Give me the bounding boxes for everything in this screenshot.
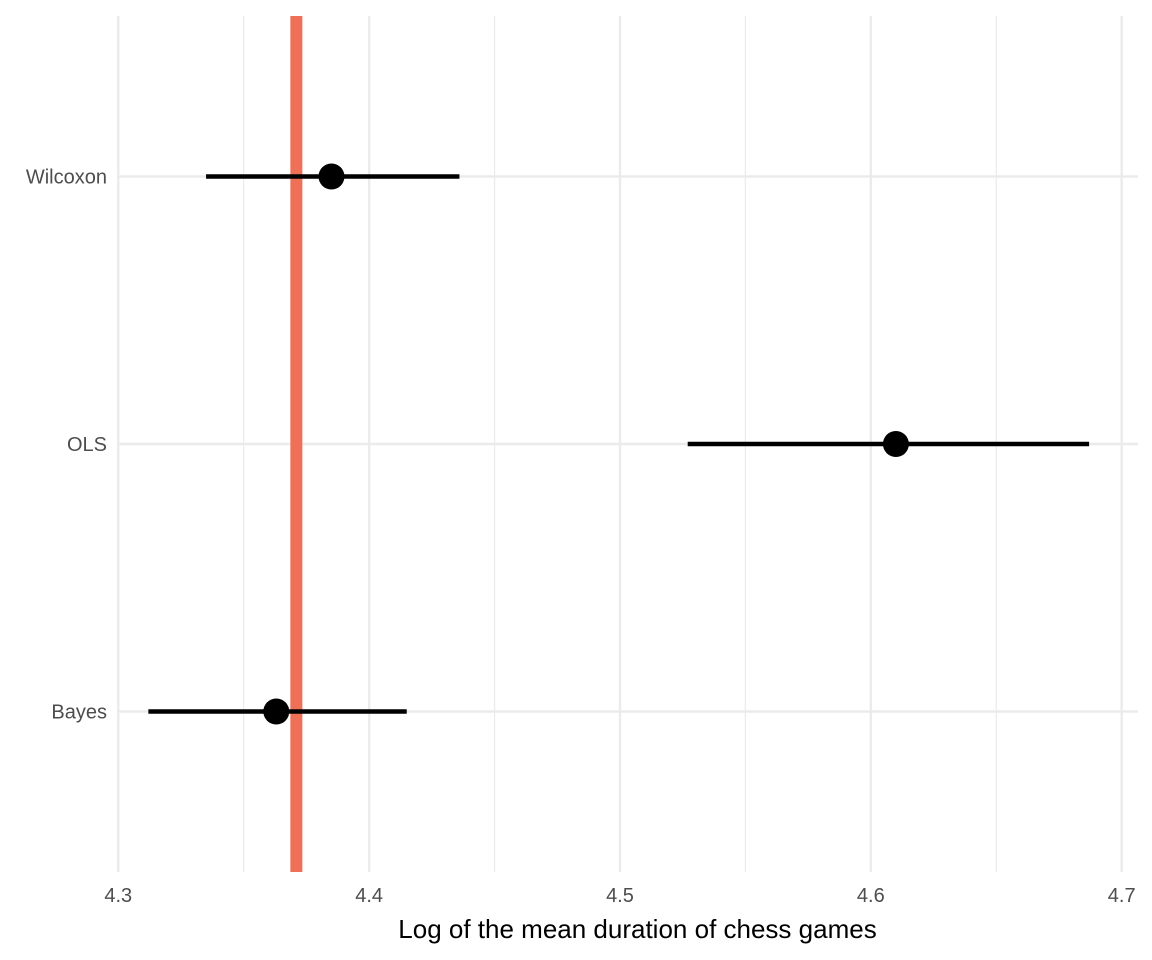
x-tick-label: 4.3 xyxy=(104,885,132,907)
point-bayes xyxy=(263,698,290,725)
y-tick-label: Wilcoxon xyxy=(26,167,107,189)
x-tick-label: 4.5 xyxy=(606,885,634,907)
point-layer xyxy=(263,163,909,725)
x-tick-label: 4.4 xyxy=(355,885,383,907)
x-tick-labels: 4.3 4.4 4.5 4.6 4.7 xyxy=(104,885,1135,907)
x-tick-label: 4.7 xyxy=(1108,885,1136,907)
x-axis-title: Log of the mean duration of chess games xyxy=(398,914,876,944)
y-tick-label: Bayes xyxy=(51,702,107,724)
point-ols xyxy=(882,431,909,457)
point-wilcoxon xyxy=(318,163,345,190)
y-tick-labels: Bayes OLS Wilcoxon xyxy=(26,167,107,724)
y-tick-label: OLS xyxy=(67,434,107,456)
x-tick-label: 4.6 xyxy=(857,885,885,907)
